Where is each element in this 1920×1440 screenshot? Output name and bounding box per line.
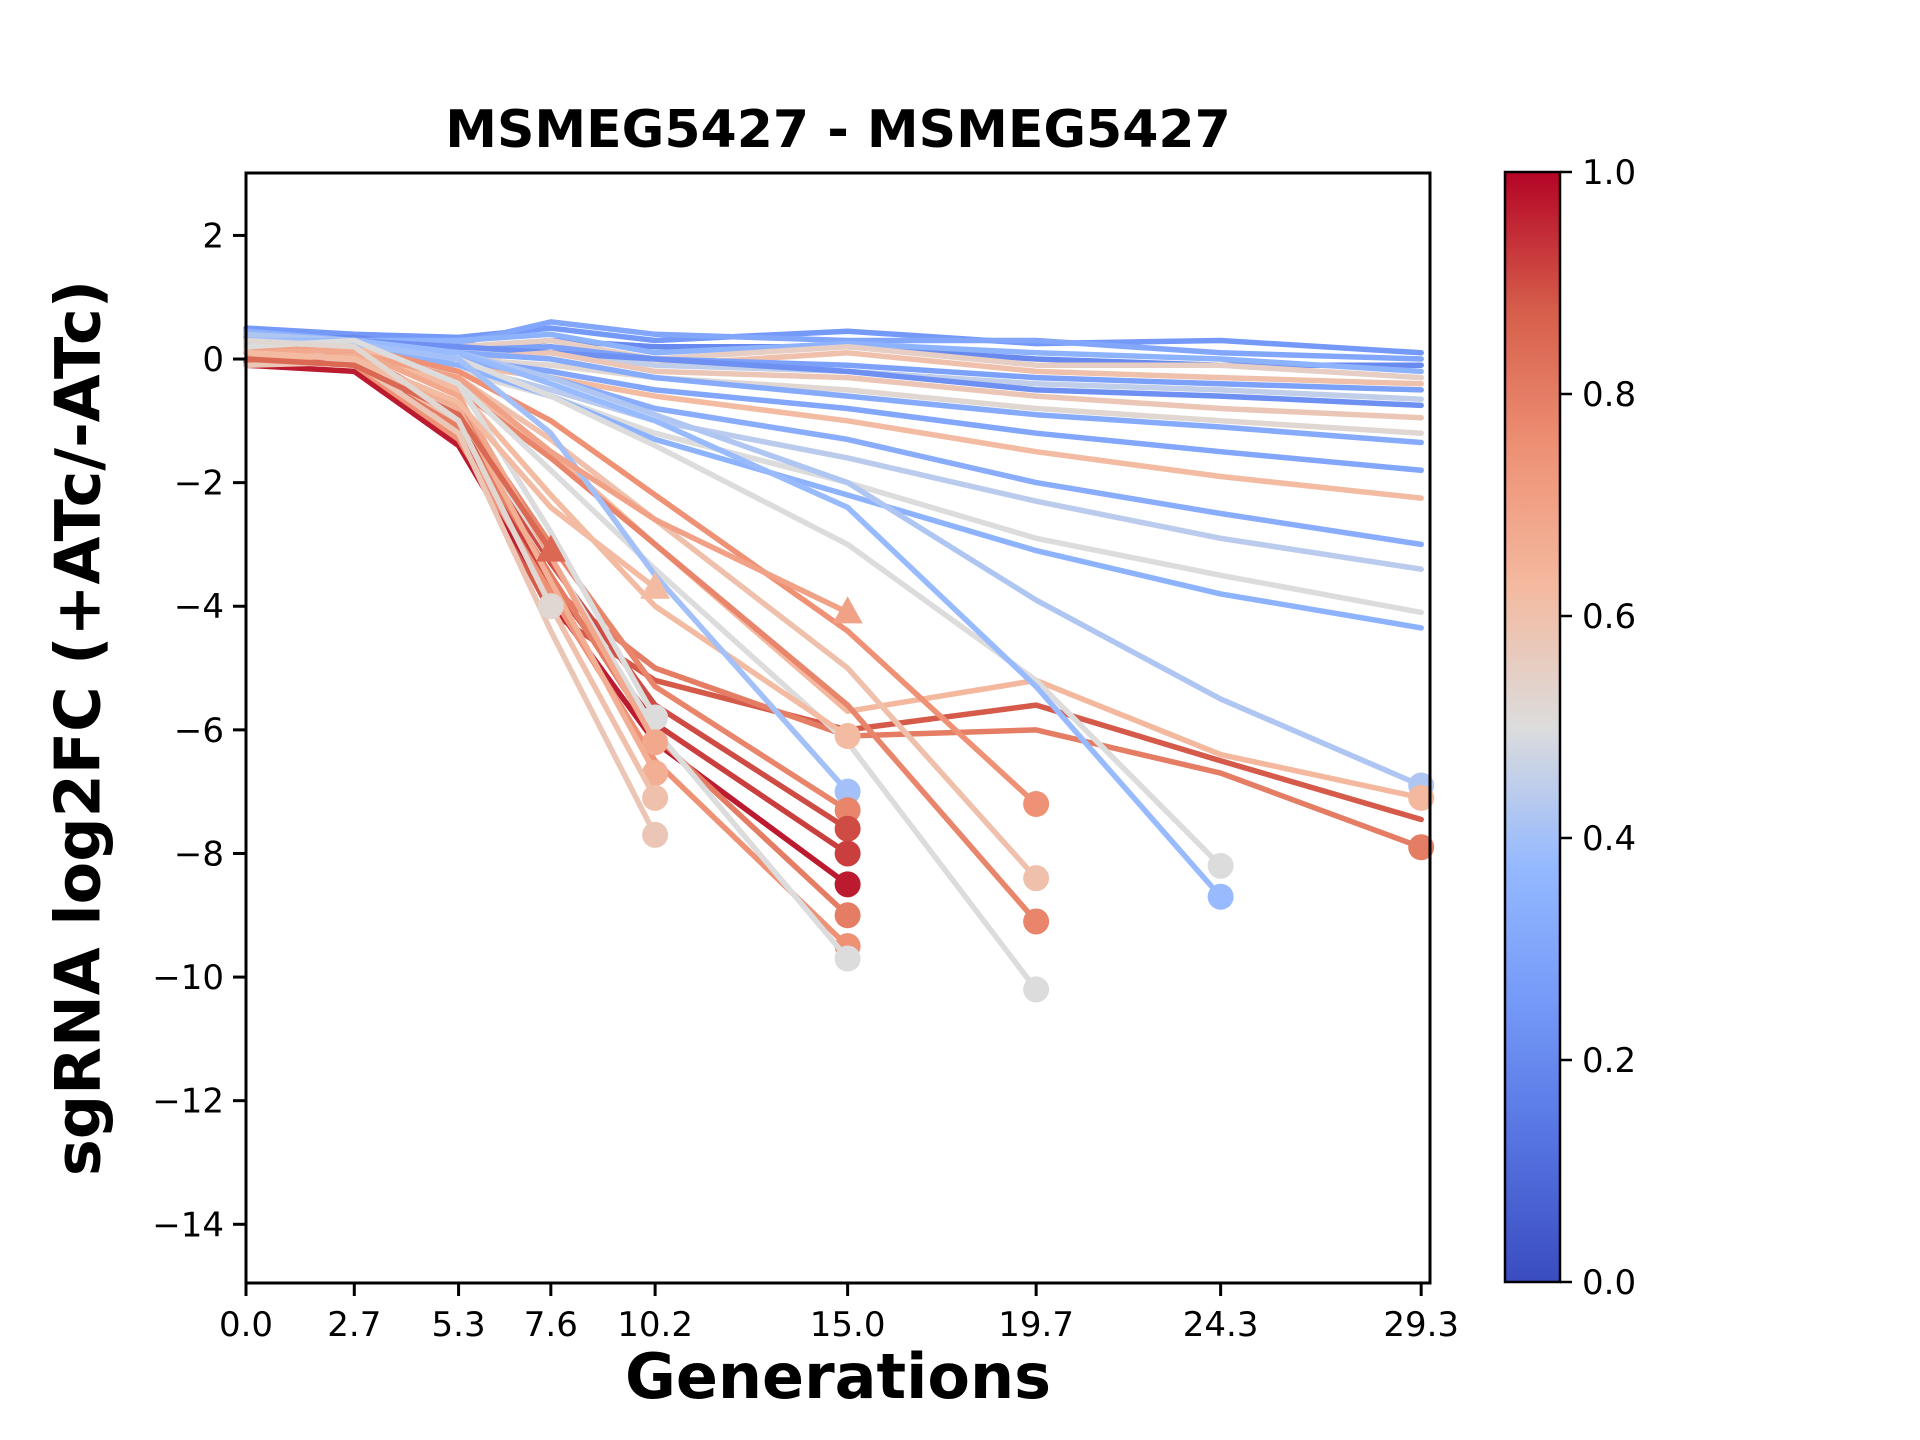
endpoint-circle-marker <box>642 760 669 787</box>
endpoint-circle-marker <box>834 797 861 824</box>
endpoint-triangle-marker <box>535 534 566 562</box>
endpoint-circle-marker <box>537 593 564 620</box>
series-line <box>243 347 658 745</box>
x-tick-label: 0.0 <box>219 1305 273 1345</box>
x-tick-label: 2.7 <box>327 1305 381 1345</box>
endpoint-circle-marker <box>1207 852 1234 879</box>
y-tick-label: −10 <box>152 958 224 998</box>
y-tick-label: 2 <box>202 216 224 256</box>
endpoint-circle-marker <box>1023 908 1050 935</box>
series-line <box>243 356 554 554</box>
series-line <box>243 325 1424 356</box>
endpoint-circle-marker <box>834 815 861 842</box>
endpoint-circle-marker <box>834 945 861 972</box>
y-tick-label: −2 <box>174 464 224 504</box>
colorbar-frame <box>1503 170 1562 1284</box>
endpoint-triangle-marker <box>832 596 863 624</box>
endpoint-circle-marker <box>1023 976 1050 1003</box>
axes-spines <box>244 171 1432 1285</box>
y-tick-label: −6 <box>174 711 224 751</box>
x-tick-label: 10.2 <box>617 1305 693 1345</box>
x-tick-label: 5.3 <box>432 1305 486 1345</box>
endpoint-circle-marker <box>642 729 669 756</box>
series-line <box>243 337 554 609</box>
x-tick-label: 24.3 <box>1183 1305 1259 1345</box>
y-tick-label: −14 <box>152 1205 224 1245</box>
colorbar-tick-label: 0.6 <box>1582 597 1636 637</box>
series-line <box>243 350 658 591</box>
endpoint-circle-marker <box>642 784 669 811</box>
colorbar-tick-label: 1.0 <box>1582 153 1636 193</box>
y-tick-label: 0 <box>202 340 224 380</box>
colorbar-tick-label: 0.2 <box>1582 1041 1636 1081</box>
y-tick-label: −8 <box>174 834 224 874</box>
x-tick-label: 7.6 <box>524 1305 578 1345</box>
endpoint-circle-marker <box>834 778 861 805</box>
x-tick-label: 29.3 <box>1383 1305 1459 1345</box>
endpoint-circle-marker <box>834 723 861 750</box>
endpoint-circle-marker <box>642 821 669 848</box>
series-line <box>243 337 1224 900</box>
endpoint-circle-marker <box>1408 784 1435 811</box>
y-tick-label: −12 <box>152 1082 224 1122</box>
colorbar-gradient <box>1505 172 1560 1282</box>
colorbar-tick-label: 0.4 <box>1582 819 1636 859</box>
colorbar-tick-label: 0.8 <box>1582 375 1636 415</box>
x-tick-label: 19.7 <box>998 1305 1074 1345</box>
endpoint-circle-marker <box>1408 834 1435 861</box>
endpoint-circle-marker <box>834 902 861 929</box>
endpoint-circle-marker <box>1207 883 1234 910</box>
x-tick-label: 15.0 <box>810 1305 886 1345</box>
x-axis-label: Generations <box>624 1340 1052 1413</box>
endpoint-circle-marker <box>834 840 861 867</box>
endpoint-circle-marker <box>642 704 669 731</box>
colorbar-tick-label: 0.0 <box>1582 1263 1636 1303</box>
endpoint-circle-marker <box>834 871 861 898</box>
endpoint-circle-marker <box>1023 791 1050 818</box>
endpoint-circle-marker <box>1023 865 1050 892</box>
y-tick-label: −4 <box>174 587 224 627</box>
endpoint-triangle-marker <box>640 571 671 599</box>
chart-title: MSMEG5427 - MSMEG5427 <box>445 100 1231 160</box>
